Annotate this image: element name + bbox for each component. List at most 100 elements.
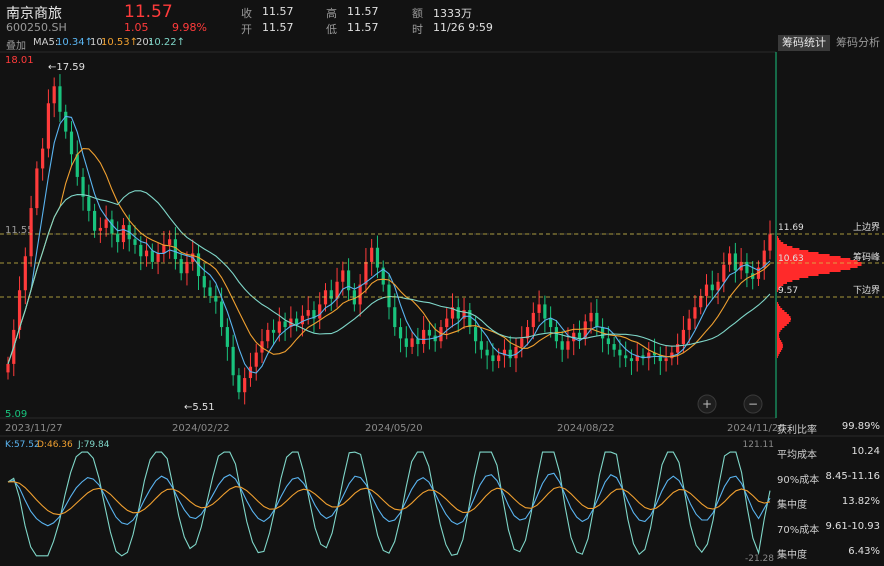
candle [670, 345, 674, 366]
chip-bar [777, 354, 779, 356]
candle [52, 77, 56, 118]
chip-bar [777, 328, 783, 330]
chip-bar [777, 336, 780, 338]
price-change: 1.05 [124, 21, 149, 34]
candle [658, 346, 662, 375]
candle [364, 248, 368, 294]
zoom-in-button[interactable]: + [697, 394, 717, 414]
candle [185, 251, 189, 286]
lower-bound-label: 下边界 [853, 285, 880, 296]
candle [727, 246, 732, 272]
high-label: 高 [326, 7, 337, 20]
candle [375, 235, 380, 279]
candle [75, 140, 79, 186]
chip-bar [777, 344, 783, 346]
candle [612, 336, 616, 357]
candle [473, 316, 478, 354]
chip-bar [777, 270, 841, 272]
chip-bar [777, 340, 782, 342]
upper-bound-label: 上边界 [853, 222, 880, 233]
stat-label: 获利比率 [777, 425, 817, 436]
time-value: 11/26 9:59 [433, 21, 493, 34]
zoom-out-button[interactable]: − [743, 394, 763, 414]
candle [398, 318, 403, 353]
candle [699, 288, 703, 315]
x-tick-label: 2024/02/22 [172, 423, 230, 434]
chip-distribution [777, 236, 862, 358]
high-annotation: ←17.59 [48, 62, 85, 73]
candle [450, 293, 455, 328]
candle [641, 348, 645, 366]
candle [231, 334, 235, 386]
candle [23, 247, 27, 305]
chip-bar [777, 332, 780, 334]
candle [514, 338, 518, 373]
candle [381, 260, 385, 292]
x-tick-label: 2023/11/27 [5, 423, 63, 434]
minus-icon: − [748, 397, 758, 411]
chip-bar [777, 334, 779, 336]
current-price: 11.57 [124, 2, 173, 22]
candle [704, 274, 709, 309]
tab-chip-stats[interactable]: 筹码统计 [778, 35, 830, 51]
kdj-d-line [7, 481, 771, 516]
candle [618, 339, 622, 368]
candle [595, 299, 599, 336]
chip-bar [777, 346, 783, 348]
candle [525, 319, 530, 346]
upper-bound-value: 11.69 [778, 223, 804, 233]
candle [306, 296, 310, 325]
low-annotation: ←5.51 [184, 402, 215, 413]
chip-bar [777, 356, 778, 358]
tab-chip-analysis[interactable]: 筹码分析 [836, 36, 880, 49]
candle [179, 251, 183, 281]
candle [468, 302, 472, 335]
kdj-d-label: D:46.36 [37, 440, 73, 450]
chip-bar [777, 250, 809, 252]
candle [219, 287, 224, 336]
candle [693, 295, 697, 330]
candle [722, 252, 726, 293]
stat-value: 9.61-10.93 [825, 521, 880, 532]
candle [260, 329, 264, 364]
stat-label: 集中度 [777, 500, 807, 511]
ma10-value: 10.53↑ [101, 37, 139, 48]
candle [710, 270, 714, 300]
kdj-j-line [7, 451, 771, 557]
stat-label: 70%成本 [777, 525, 820, 536]
candle [497, 348, 501, 369]
overlay-button[interactable]: 叠加 [6, 41, 26, 52]
chip-bar [777, 276, 809, 278]
time-label: 时 [412, 23, 423, 36]
x-tick-label: 2024/11/26 [727, 423, 785, 434]
candle [237, 368, 241, 400]
ma10-label: 10: [90, 37, 107, 48]
low-value: 11.57 [347, 21, 379, 34]
ma20-label: 20: [136, 37, 153, 48]
chip-bar [777, 290, 779, 292]
kdj-lines [7, 451, 771, 557]
amount-value: 1333万 [433, 7, 472, 20]
candle [652, 338, 657, 365]
candle [98, 217, 102, 243]
chip-bar [777, 326, 785, 328]
chip-tabs: 筹码统计 筹码分析 [778, 35, 882, 51]
candle [716, 272, 720, 305]
candle [681, 316, 686, 353]
candle [393, 293, 397, 336]
price-change-pct: 9.98% [172, 21, 207, 34]
candle [41, 138, 45, 181]
candle [283, 312, 287, 341]
chip-bar [777, 312, 787, 314]
chip-bar [777, 278, 800, 280]
candle [271, 319, 276, 345]
low-label: 低 [326, 23, 337, 36]
chip-bar [777, 282, 787, 284]
candle [410, 331, 414, 354]
close-label: 收 [241, 7, 252, 20]
stat-value: 6.43% [848, 546, 880, 557]
candle [520, 326, 524, 358]
candle [168, 230, 172, 259]
candle [214, 285, 218, 314]
